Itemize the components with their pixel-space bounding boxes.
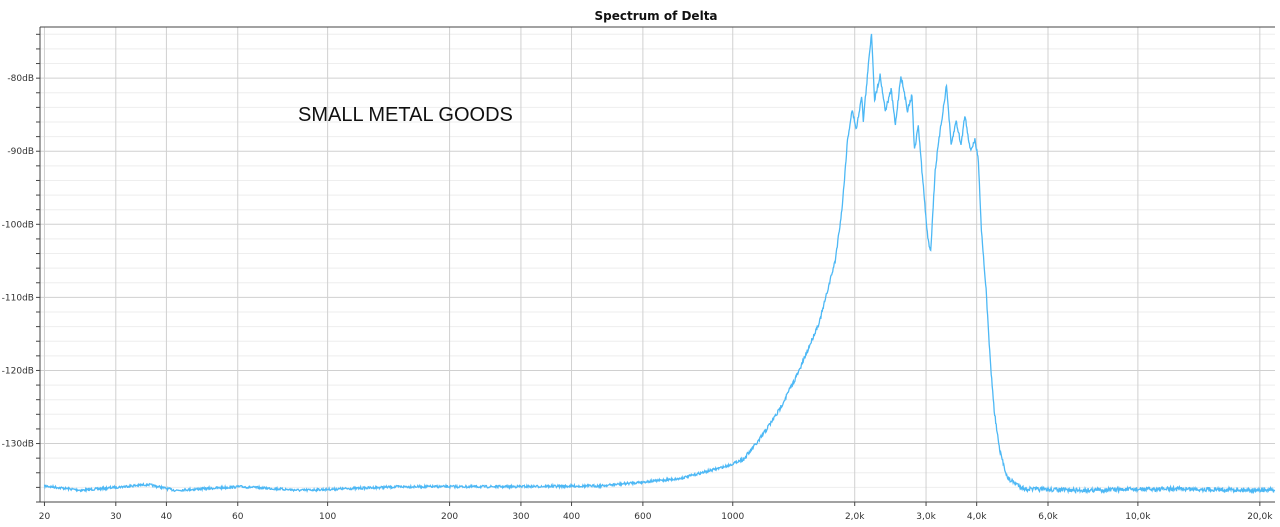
x-tick-label: 200 <box>441 512 458 522</box>
x-tick-label: 2,0k <box>845 512 865 522</box>
y-tick-label: -130dB <box>2 440 34 450</box>
x-tick-label: 20,0k <box>1247 512 1273 522</box>
x-tick-label: 4,0k <box>967 512 987 522</box>
x-tick-label: 3,0k <box>916 512 936 522</box>
y-tick-label: -110dB <box>2 293 34 303</box>
x-tick-label: 400 <box>563 512 580 522</box>
chart-title: Spectrum of Delta <box>594 9 717 23</box>
chart-annotation: SMALL METAL GOODS <box>298 104 513 126</box>
series-line <box>43 33 1276 495</box>
x-tick-label: 600 <box>634 512 651 522</box>
x-tick-label: 20 <box>39 512 51 522</box>
x-tick-label: 10,0k <box>1125 512 1151 522</box>
x-tick-label: 100 <box>319 512 336 522</box>
y-tick-label: -120dB <box>2 366 34 376</box>
y-tick-label: -90dB <box>7 147 34 157</box>
y-tick-label: -80dB <box>7 74 34 84</box>
x-tick-label: 6,0k <box>1038 512 1058 522</box>
x-tick-label: 30 <box>110 512 122 522</box>
axes: -80dB -90dB -100dB -110dB -120dB -130dB 20 30 40… <box>2 26 1275 522</box>
x-tick-label: 60 <box>232 512 244 522</box>
x-tick-label: 1000 <box>721 512 744 522</box>
y-tick-label: -100dB <box>2 220 34 230</box>
grid <box>40 27 1275 503</box>
x-tick-label: 40 <box>161 512 173 522</box>
x-tick-label: 300 <box>512 512 529 522</box>
